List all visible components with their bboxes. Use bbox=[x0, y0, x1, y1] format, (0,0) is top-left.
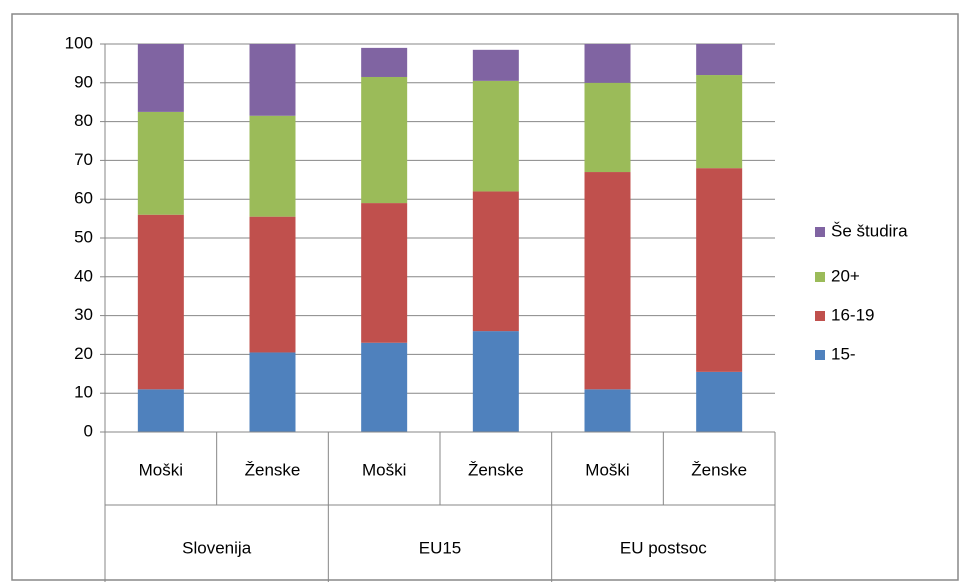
y-tick-label: 100 bbox=[65, 33, 93, 52]
bar-segment bbox=[696, 168, 743, 372]
y-tick-label: 50 bbox=[74, 227, 93, 246]
bar-segment bbox=[472, 80, 519, 192]
bar-segment bbox=[472, 49, 519, 81]
bar-segment bbox=[361, 342, 408, 432]
bar-segment bbox=[696, 75, 743, 169]
bar-segment bbox=[584, 172, 631, 390]
bar-segment bbox=[696, 44, 743, 76]
bar-segment bbox=[249, 352, 296, 432]
bar-segment bbox=[584, 389, 631, 432]
legend-swatch bbox=[815, 350, 825, 360]
x-tick-label: Moški bbox=[585, 460, 629, 479]
bar-segment bbox=[472, 191, 519, 332]
bar-segment bbox=[584, 82, 631, 173]
legend-label: 20+ bbox=[831, 266, 860, 285]
bar-segment bbox=[137, 111, 184, 215]
bar-segment bbox=[361, 47, 408, 77]
group-label: Slovenija bbox=[182, 538, 252, 557]
bar-segment bbox=[249, 216, 296, 353]
legend-label: 16-19 bbox=[831, 305, 874, 324]
bar-segment bbox=[249, 115, 296, 217]
bar-segment bbox=[361, 203, 408, 343]
y-tick-label: 70 bbox=[74, 150, 93, 169]
bar-segment bbox=[137, 389, 184, 432]
y-tick-label: 80 bbox=[74, 111, 93, 130]
x-tick-label: Ženske bbox=[691, 460, 747, 479]
bar-segment bbox=[696, 371, 743, 432]
group-label: EU postsoc bbox=[620, 538, 707, 557]
y-tick-label: 90 bbox=[74, 72, 93, 91]
x-tick-label: Ženske bbox=[468, 460, 524, 479]
group-label: EU15 bbox=[419, 538, 462, 557]
y-tick-label: 40 bbox=[74, 266, 93, 285]
legend-swatch bbox=[815, 272, 825, 282]
legend-swatch bbox=[815, 227, 825, 237]
y-tick-label: 30 bbox=[74, 305, 93, 324]
legend-label: Še študira bbox=[831, 221, 908, 240]
bar-segment bbox=[472, 331, 519, 432]
y-tick-label: 10 bbox=[74, 383, 93, 402]
bar-segment bbox=[361, 76, 408, 204]
y-tick-label: 60 bbox=[74, 189, 93, 208]
bar-segment bbox=[584, 44, 631, 83]
legend-swatch bbox=[815, 311, 825, 321]
y-tick-label: 0 bbox=[84, 421, 93, 440]
x-tick-label: Ženske bbox=[245, 460, 301, 479]
bar-segment bbox=[137, 44, 184, 112]
bar-segment bbox=[249, 44, 296, 116]
x-tick-label: Moški bbox=[362, 460, 406, 479]
y-tick-label: 20 bbox=[74, 344, 93, 363]
legend-label: 15- bbox=[831, 344, 856, 363]
x-tick-label: Moški bbox=[139, 460, 183, 479]
bar-segment bbox=[137, 214, 184, 390]
